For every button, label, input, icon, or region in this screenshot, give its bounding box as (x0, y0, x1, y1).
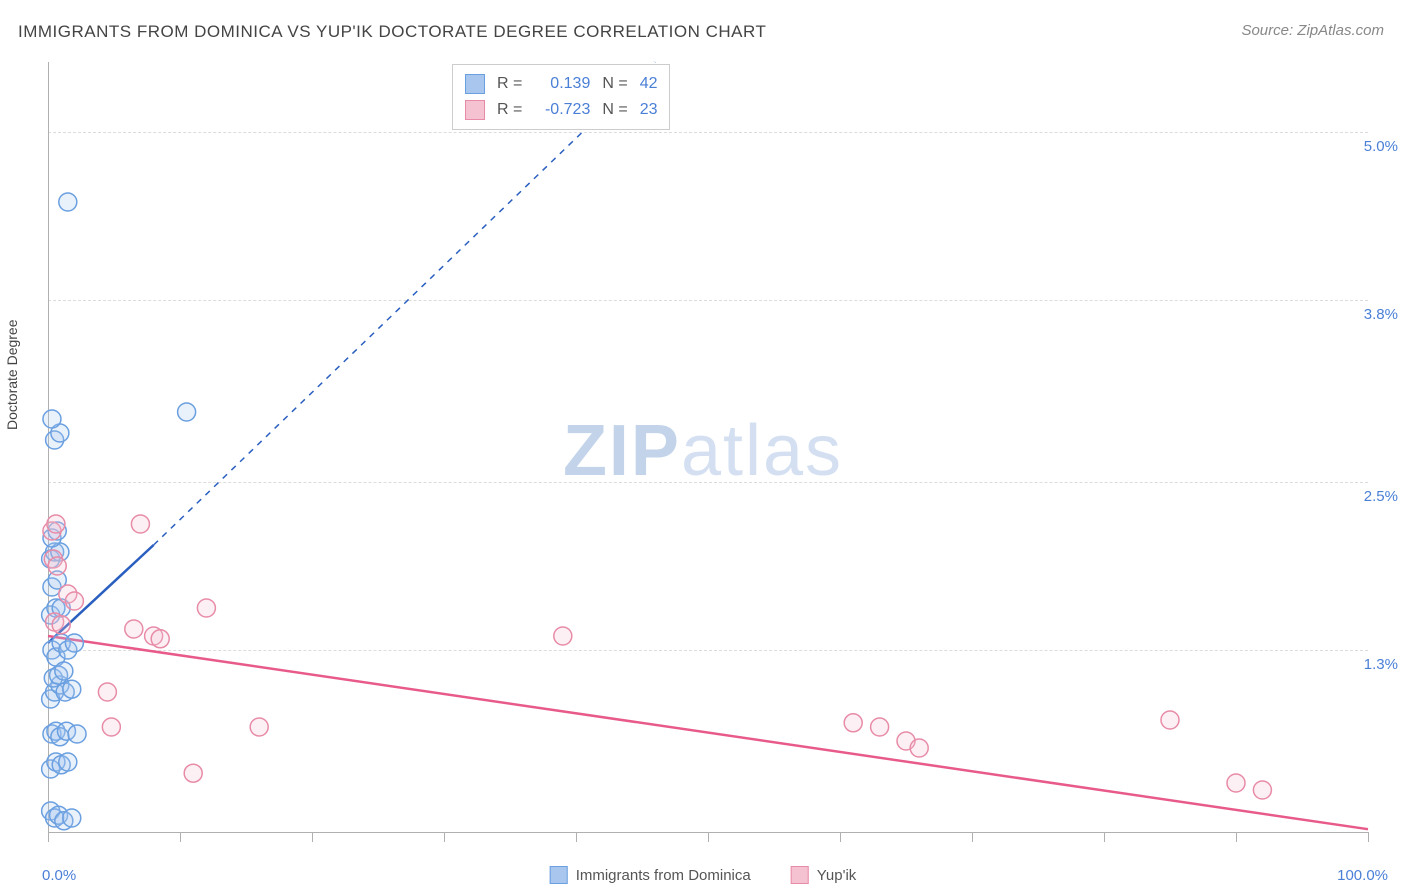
x-tick-mark (48, 832, 49, 842)
data-point (102, 718, 120, 736)
r-label: R = (497, 71, 522, 97)
data-point (43, 410, 61, 428)
x-tick-mark (180, 832, 181, 842)
x-tick-mark (444, 832, 445, 842)
legend-row-1: R = -0.723 N = 23 (465, 97, 657, 123)
x-tick-right: 100.0% (1337, 867, 1388, 884)
legend-swatch-0 (465, 74, 485, 94)
legend-bottom-swatch-1 (791, 866, 809, 884)
data-point (554, 627, 572, 645)
data-point (131, 515, 149, 533)
data-point (68, 725, 86, 743)
data-point (65, 634, 83, 652)
data-point (47, 515, 65, 533)
y-tick-label: 5.0% (1364, 138, 1398, 155)
data-point (184, 764, 202, 782)
x-tick-mark (312, 832, 313, 842)
data-point (910, 739, 928, 757)
legend-item-0: Immigrants from Dominica (550, 866, 751, 884)
x-tick-mark (972, 832, 973, 842)
x-tick-mark (1368, 832, 1369, 842)
regression-line-solid (48, 636, 1368, 829)
data-point (55, 662, 73, 680)
x-tick-mark (708, 832, 709, 842)
data-point (871, 718, 889, 736)
legend-bottom-label-0: Immigrants from Dominica (576, 867, 751, 884)
x-tick-mark (1104, 832, 1105, 842)
x-tick-mark (1236, 832, 1237, 842)
data-point (52, 616, 70, 634)
correlation-legend: R = 0.139 N = 42 R = -0.723 N = 23 (452, 64, 670, 130)
n-label: N = (602, 97, 627, 123)
legend-item-1: Yup'ik (791, 866, 857, 884)
n-value-1: 23 (640, 97, 658, 123)
scatter-points (42, 193, 1272, 830)
data-point (63, 809, 81, 827)
n-value-0: 42 (640, 71, 658, 97)
data-point (63, 680, 81, 698)
data-point (1161, 711, 1179, 729)
r-value-1: -0.723 (534, 97, 590, 123)
legend-bottom-label-1: Yup'ik (817, 867, 857, 884)
data-point (59, 193, 77, 211)
r-value-0: 0.139 (534, 71, 590, 97)
n-label: N = (602, 71, 627, 97)
y-tick-label: 3.8% (1364, 306, 1398, 323)
data-point (65, 592, 83, 610)
x-tick-mark (576, 832, 577, 842)
y-tick-label: 1.3% (1364, 656, 1398, 673)
data-point (844, 714, 862, 732)
x-tick-mark (840, 832, 841, 842)
scatter-plot (48, 62, 1368, 832)
data-point (1253, 781, 1271, 799)
data-point (48, 557, 66, 575)
source-attribution: Source: ZipAtlas.com (1241, 22, 1384, 39)
data-point (197, 599, 215, 617)
data-point (98, 683, 116, 701)
data-point (151, 630, 169, 648)
regression-line-dashed (154, 62, 656, 545)
data-point (125, 620, 143, 638)
data-point (250, 718, 268, 736)
data-point (178, 403, 196, 421)
chart-title: IMMIGRANTS FROM DOMINICA VS YUP'IK DOCTO… (18, 22, 766, 42)
data-point (1227, 774, 1245, 792)
r-label: R = (497, 97, 522, 123)
legend-row-0: R = 0.139 N = 42 (465, 71, 657, 97)
legend-bottom-swatch-0 (550, 866, 568, 884)
y-axis-label: Doctorate Degree (4, 319, 20, 430)
data-point (59, 753, 77, 771)
series-legend: Immigrants from Dominica Yup'ik (550, 866, 857, 884)
y-tick-label: 2.5% (1364, 488, 1398, 505)
legend-swatch-1 (465, 100, 485, 120)
x-tick-left: 0.0% (42, 867, 76, 884)
